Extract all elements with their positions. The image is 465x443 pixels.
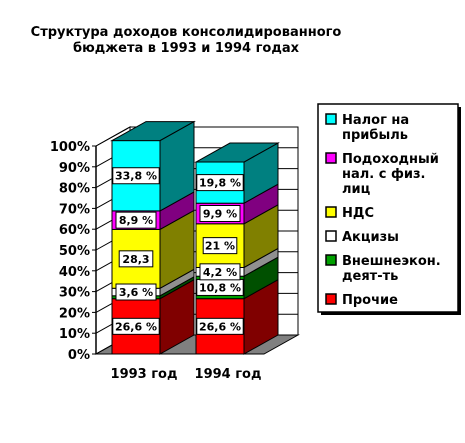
- data-label-box: [202, 237, 238, 255]
- x-axis: 1993 год 1994 год: [111, 367, 262, 382]
- data-label-box: [115, 211, 157, 229]
- data-label: 3,6 %: [119, 286, 153, 299]
- data-label-box: [199, 204, 241, 222]
- legend-label: нал. с физ.: [342, 167, 425, 182]
- bar-top: [194, 142, 280, 163]
- legend-swatch: [325, 113, 337, 125]
- data-labels: 26,6 % 3,6 % 28,3 8,9 % 33,8 % 26,6 % 10,8 % 4,…: [112, 167, 244, 335]
- legend-label: деят-ть: [342, 269, 398, 284]
- data-label: 19,8 %: [199, 177, 241, 190]
- legend-item: Внешнеэкон.деят-ть: [325, 254, 441, 284]
- legend-swatch: [325, 254, 337, 266]
- data-label-box: [199, 263, 241, 281]
- legend-label: Внешнеэкон.: [342, 254, 441, 269]
- data-label-box: [112, 167, 160, 185]
- y-tick-label: 90%: [59, 161, 90, 176]
- data-label: 26,6 %: [199, 320, 241, 333]
- legend-label: Налог на: [342, 113, 409, 128]
- legend-label: Подоходный: [342, 152, 439, 167]
- legend-item: Акцизы: [325, 230, 399, 245]
- legend-box: [317, 103, 459, 313]
- y-tick-label: 50%: [59, 244, 90, 259]
- data-label-box: [196, 317, 244, 335]
- y-tick-label: 70%: [59, 202, 90, 217]
- data-label: 8,9 %: [119, 214, 153, 227]
- x-tick-label: 1994 год: [195, 367, 262, 382]
- legend-swatch: [325, 293, 337, 305]
- data-label-box: [196, 174, 244, 192]
- y-tick-label: 100%: [50, 140, 90, 155]
- legend-item: НДС: [325, 206, 374, 221]
- y-tick-label: 40%: [59, 265, 90, 280]
- data-label: 21 %: [205, 240, 235, 253]
- y-tick-label: 10%: [59, 327, 90, 342]
- data-label: 26,6 %: [115, 320, 157, 333]
- data-label: 10,8 %: [199, 281, 241, 294]
- data-label: 28,3: [122, 253, 149, 266]
- legend-swatch: [325, 152, 337, 164]
- legend-label: Акцизы: [342, 230, 399, 245]
- legend-label: лиц: [342, 182, 371, 197]
- y-tick-label: 80%: [59, 182, 90, 197]
- x-tick-label: 1993 год: [111, 367, 178, 382]
- y-tick-label: 60%: [59, 223, 90, 238]
- data-label: 4,2 %: [203, 266, 237, 279]
- bar-top: [110, 121, 196, 142]
- y-tick-label: 30%: [59, 286, 90, 301]
- data-label-box: [115, 283, 157, 301]
- data-label-box: [118, 250, 154, 268]
- data-label: 33,8 %: [115, 170, 157, 183]
- y-tick-label: 0%: [68, 348, 90, 363]
- data-label: 9,9 %: [203, 207, 237, 220]
- gridline: [95, 126, 298, 147]
- legend-label: Прочие: [342, 293, 398, 308]
- legend-item: Прочие: [325, 293, 398, 308]
- y-tick-label: 20%: [59, 306, 90, 321]
- y-axis: 0% 10% 20% 30% 40% 50% 60% 70% 80% 90% 100%: [50, 140, 97, 363]
- data-label-box: [112, 317, 160, 335]
- legend-swatch: [325, 230, 337, 242]
- chart-title-line-2: бюджета в 1993 и 1994 годах: [73, 41, 300, 56]
- legend-swatch: [325, 206, 337, 218]
- legend-label: прибыль: [342, 128, 408, 143]
- chart-title-line-1: Структура доходов консолидированного: [31, 25, 342, 40]
- chart-title: Структура доходов консолидированного бюд…: [31, 25, 342, 56]
- legend-label: НДС: [342, 206, 374, 221]
